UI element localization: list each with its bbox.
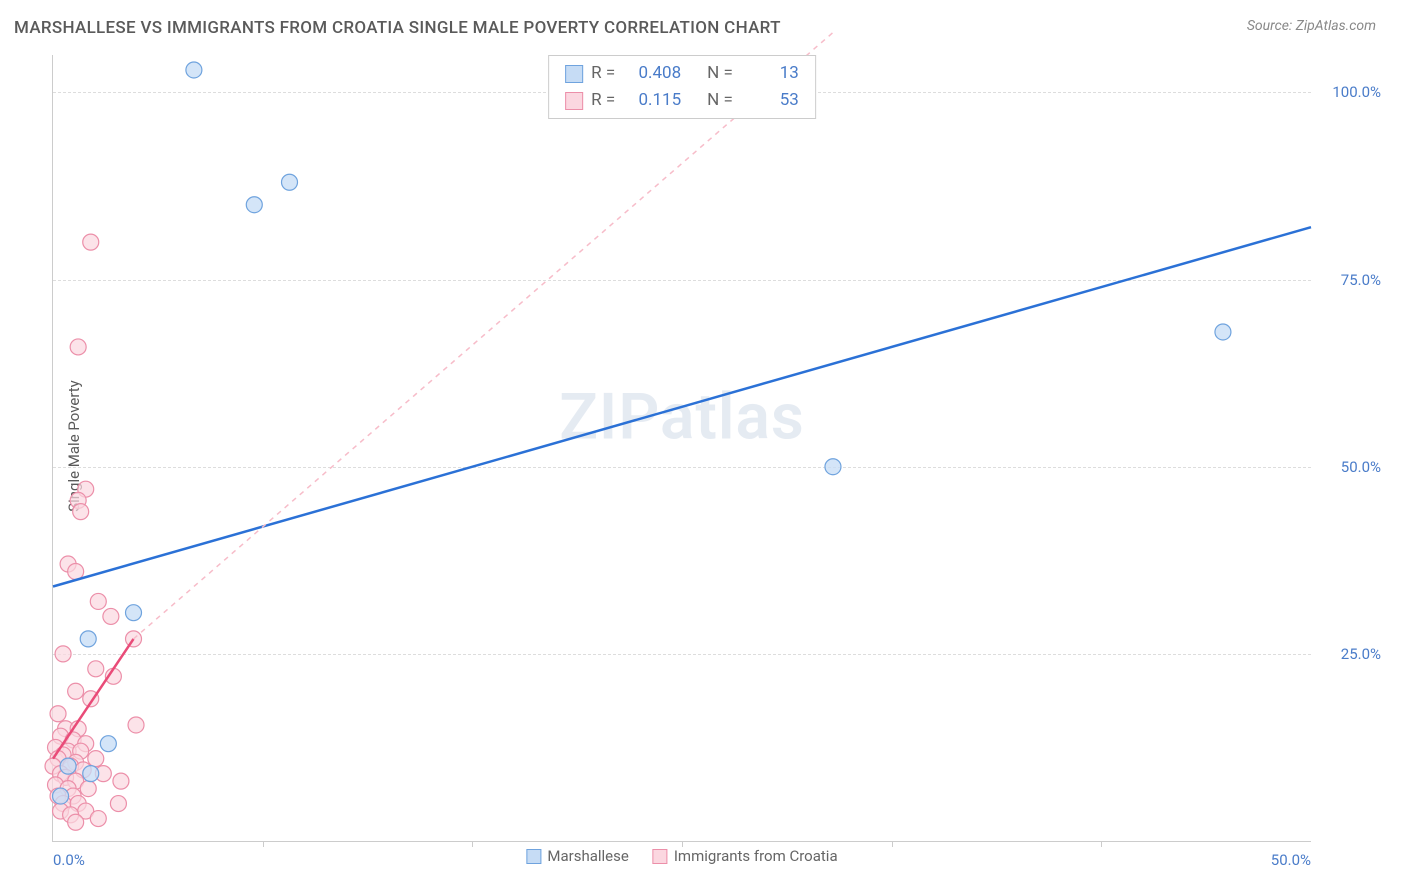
data-point-croatia — [103, 608, 119, 624]
data-point-croatia — [68, 683, 84, 699]
legend-n-value-2: 53 — [741, 87, 799, 114]
series-legend-item-2: Immigrants from Croatia — [653, 847, 838, 865]
x-tick — [263, 841, 264, 847]
data-point-marshallese — [100, 736, 116, 752]
data-point-croatia — [55, 646, 71, 662]
data-point-croatia — [83, 234, 99, 250]
data-point-croatia — [88, 751, 104, 767]
data-point-croatia — [88, 661, 104, 677]
data-point-marshallese — [126, 605, 142, 621]
data-point-croatia — [68, 564, 84, 580]
data-point-croatia — [90, 593, 106, 609]
series-legend: Marshallese Immigrants from Croatia — [526, 847, 837, 865]
legend-swatch-marshallese — [565, 65, 583, 83]
data-point-marshallese — [282, 174, 298, 190]
legend-r-label-2: R = — [591, 87, 615, 114]
data-point-marshallese — [1215, 324, 1231, 340]
data-point-croatia — [90, 811, 106, 827]
plot-svg — [53, 55, 1311, 841]
x-tick — [1101, 841, 1102, 847]
y-tick-label: 25.0% — [1341, 645, 1381, 663]
data-point-marshallese — [246, 197, 262, 213]
y-tick-label: 50.0% — [1341, 458, 1381, 476]
data-point-marshallese — [186, 62, 202, 78]
legend-n-label: N = — [707, 60, 733, 87]
series-legend-item-1: Marshallese — [526, 847, 628, 865]
legend-swatch-icon — [526, 849, 541, 864]
legend-r-label: R = — [591, 60, 615, 87]
data-point-marshallese — [825, 459, 841, 475]
legend-n-value-1: 13 — [741, 60, 799, 87]
data-point-croatia — [73, 504, 89, 520]
data-point-marshallese — [60, 758, 76, 774]
legend-swatch-icon — [653, 849, 668, 864]
x-tick — [472, 841, 473, 847]
stats-legend-row-1: R = 0.408 N = 13 — [565, 60, 799, 87]
data-point-croatia — [50, 706, 66, 722]
trend-line-croatia-dashed — [134, 33, 833, 639]
data-point-croatia — [68, 814, 84, 830]
x-tick-label: 0.0% — [53, 851, 85, 869]
data-point-croatia — [70, 339, 86, 355]
data-point-marshallese — [80, 631, 96, 647]
x-tick-label: 50.0% — [1271, 851, 1311, 869]
data-point-croatia — [110, 796, 126, 812]
chart-source: Source: ZipAtlas.com — [1247, 18, 1376, 34]
chart-title: MARSHALLESE VS IMMIGRANTS FROM CROATIA S… — [14, 18, 781, 38]
correlation-chart: MARSHALLESE VS IMMIGRANTS FROM CROATIA S… — [0, 0, 1406, 892]
data-point-croatia — [128, 717, 144, 733]
legend-swatch-croatia — [565, 92, 583, 110]
legend-n-label-2: N = — [707, 87, 733, 114]
legend-r-value-2: 0.115 — [623, 87, 681, 114]
series-name-2: Immigrants from Croatia — [674, 847, 838, 865]
legend-r-value-1: 0.408 — [623, 60, 681, 87]
data-point-croatia — [113, 773, 129, 789]
stats-legend-row-2: R = 0.115 N = 53 — [565, 87, 799, 114]
trend-line-marshallese — [53, 227, 1311, 586]
x-tick — [892, 841, 893, 847]
y-tick-label: 75.0% — [1341, 271, 1381, 289]
series-name-1: Marshallese — [547, 847, 628, 865]
stats-legend: R = 0.408 N = 13 R = 0.115 N = 53 — [548, 55, 816, 119]
data-point-croatia — [80, 781, 96, 797]
y-tick-label: 100.0% — [1332, 83, 1381, 101]
data-point-marshallese — [53, 788, 69, 804]
plot-area: ZIPatlas 25.0%50.0%75.0%100.0% 0.0%50.0%… — [52, 55, 1311, 842]
data-point-marshallese — [83, 766, 99, 782]
